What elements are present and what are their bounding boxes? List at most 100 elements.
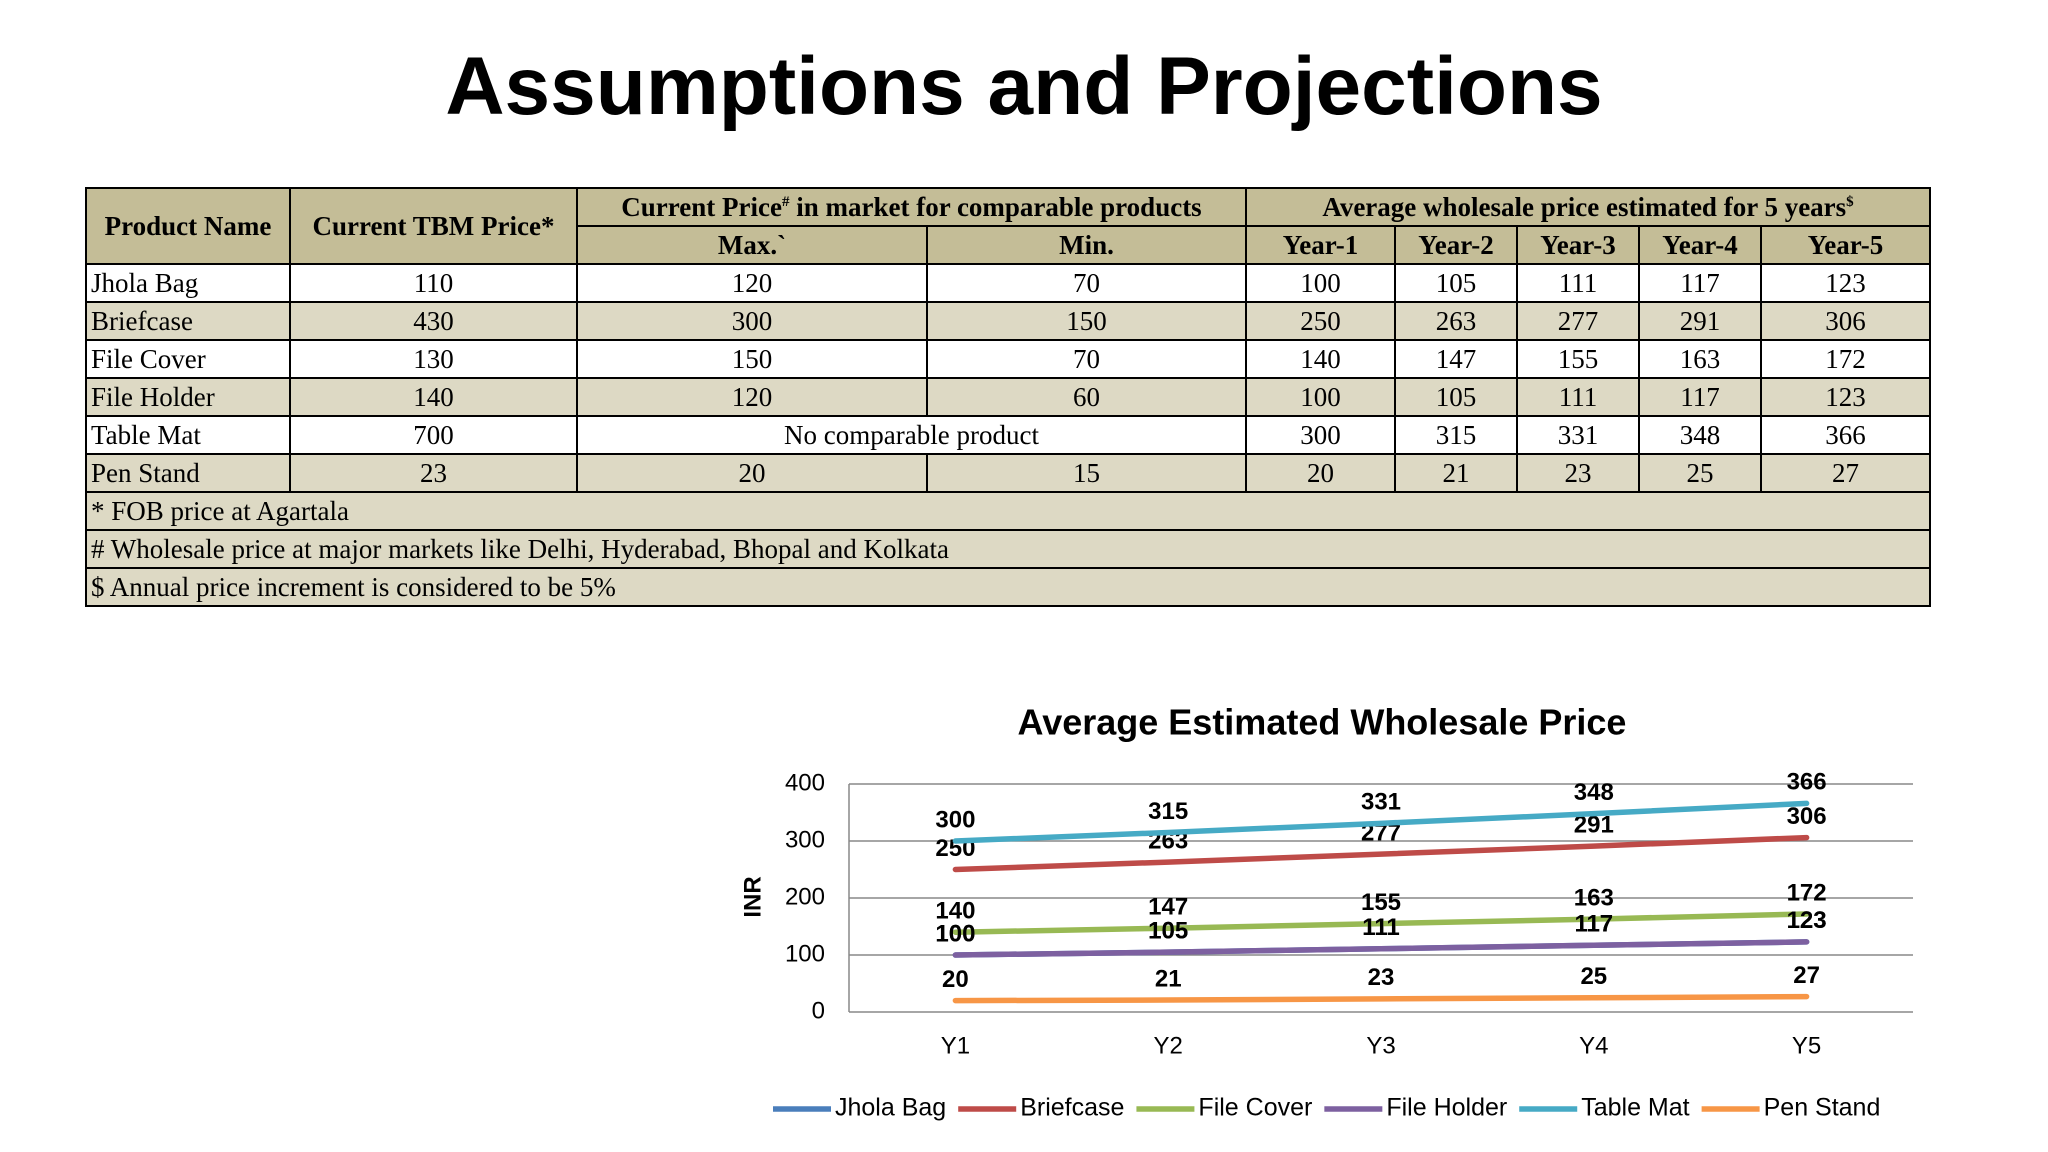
- header-text: Average wholesale price estimated for 5 …: [1322, 192, 1847, 222]
- note-row: $ Annual price increment is considered t…: [85, 567, 1931, 607]
- data-label: 315: [1148, 798, 1188, 825]
- table-cell: 123: [1760, 377, 1931, 417]
- table-cell: 366: [1760, 415, 1931, 455]
- table-cell: 430: [289, 301, 578, 341]
- note-cell: * FOB price at Agartala: [85, 491, 1931, 531]
- data-label: 147: [1148, 894, 1188, 921]
- data-label: 20: [942, 966, 969, 993]
- data-label: 100: [935, 920, 975, 947]
- series-line: [952, 911, 1810, 935]
- x-tick-label: Y4: [1579, 1032, 1608, 1059]
- data-label: 25: [1580, 963, 1607, 990]
- table-cell: 60: [926, 377, 1247, 417]
- data-label: 105: [1148, 917, 1188, 944]
- table-cell: 277: [1516, 301, 1640, 341]
- table-cell: 250: [1245, 301, 1396, 341]
- subheader-cell: Max.`: [576, 225, 928, 265]
- header-sup: $: [1846, 194, 1854, 210]
- table-cell: 15: [926, 453, 1247, 493]
- table-cell: Briefcase: [85, 301, 291, 341]
- table-cell: 172: [1760, 339, 1931, 379]
- data-label: 111: [1362, 914, 1399, 941]
- data-label: 155: [1361, 889, 1401, 916]
- header-text: in market for comparable products: [789, 192, 1202, 222]
- table-cell: 123: [1760, 263, 1931, 303]
- table-cell: File Cover: [85, 339, 291, 379]
- y-tick-label: 0: [812, 997, 825, 1024]
- data-label: 331: [1361, 789, 1401, 816]
- table-cell: 150: [576, 339, 928, 379]
- subheader-cell: Min.: [926, 225, 1247, 265]
- subheader-cell: Year-5: [1760, 225, 1931, 265]
- table-cell: 117: [1638, 377, 1762, 417]
- table-cell: 291: [1638, 301, 1762, 341]
- series-line: [952, 834, 1810, 873]
- header-cell: Product Name: [85, 187, 291, 265]
- table-cell: 120: [576, 377, 928, 417]
- data-label: 348: [1574, 779, 1614, 806]
- table-cell: 105: [1394, 377, 1518, 417]
- table-cell: 147: [1394, 339, 1518, 379]
- note-row: # Wholesale price at major markets like …: [85, 529, 1931, 569]
- table-cell: 27: [1760, 453, 1931, 493]
- data-label: 117: [1574, 911, 1613, 938]
- chart-title: Average Estimated Wholesale Price: [1018, 702, 1627, 743]
- table-cell: 315: [1394, 415, 1518, 455]
- table-row: Table Mat 700 No comparable product 300 315 3…: [85, 415, 1931, 455]
- table-cell: 105: [1394, 263, 1518, 303]
- table-cell: Pen Stand: [85, 453, 291, 493]
- x-tick-label: Y2: [1154, 1032, 1183, 1059]
- table-cell: 21: [1394, 453, 1518, 493]
- table-cell: 140: [1245, 339, 1396, 379]
- table-row: Pen Stand 23 20 15 20 21 23 25 27: [85, 453, 1931, 493]
- table-cell: 100: [1245, 377, 1396, 417]
- table-cell: 300: [576, 301, 928, 341]
- note-cell: # Wholesale price at major markets like …: [85, 529, 1931, 569]
- table-cell: 111: [1516, 263, 1640, 303]
- data-label: 111: [1362, 914, 1399, 941]
- data-label: 27: [1793, 962, 1820, 989]
- x-tick-label: Y3: [1366, 1032, 1395, 1059]
- data-label: 163: [1574, 884, 1614, 911]
- legend-label: Briefcase: [1020, 1094, 1124, 1122]
- legend-label: File Holder: [1386, 1094, 1507, 1122]
- table-cell: 140: [289, 377, 578, 417]
- table-cell: 150: [926, 301, 1247, 341]
- table-cell: 348: [1638, 415, 1762, 455]
- table-cell: 20: [1245, 453, 1396, 493]
- y-tick-label: 300: [785, 826, 825, 853]
- table-cell: 70: [926, 339, 1247, 379]
- header-sup: #: [781, 194, 790, 210]
- series-line: [952, 939, 1810, 958]
- table-cell: 23: [1516, 453, 1640, 493]
- table-cell: 130: [289, 339, 578, 379]
- table-cell: Jhola Bag: [85, 263, 291, 303]
- table-cell: 100: [1245, 263, 1396, 303]
- table-cell: 23: [289, 453, 578, 493]
- data-label: 140: [935, 898, 975, 925]
- table-cell: 110: [289, 263, 578, 303]
- header-cell: Current TBM Price*: [289, 187, 578, 265]
- table-cell: Table Mat: [85, 415, 291, 455]
- table-cell: 331: [1516, 415, 1640, 455]
- header-text: Current Price: [621, 192, 782, 222]
- table-cell: 70: [926, 263, 1247, 303]
- subheader-cell: Year-3: [1516, 225, 1640, 265]
- table-cell: File Holder: [85, 377, 291, 417]
- header-group: Average wholesale price estimated for 5 …: [1245, 187, 1931, 227]
- x-tick-label: Y5: [1792, 1032, 1821, 1059]
- table-cell: 120: [576, 263, 928, 303]
- note-cell: $ Annual price increment is considered t…: [85, 567, 1931, 607]
- table-cell: 111: [1516, 377, 1640, 417]
- series-line: [952, 993, 1810, 1004]
- data-label: 23: [1368, 964, 1395, 991]
- table-row: File Holder 140 120 60 100 105 111 117 123: [85, 377, 1931, 417]
- table-cell: 155: [1516, 339, 1640, 379]
- table-cell: 300: [1245, 415, 1396, 455]
- subheader-cell: Year-1: [1245, 225, 1396, 265]
- data-label: 21: [1155, 965, 1182, 992]
- price-table: Product Name Current TBM Price* Current …: [85, 187, 1931, 607]
- note-row: * FOB price at Agartala: [85, 491, 1931, 531]
